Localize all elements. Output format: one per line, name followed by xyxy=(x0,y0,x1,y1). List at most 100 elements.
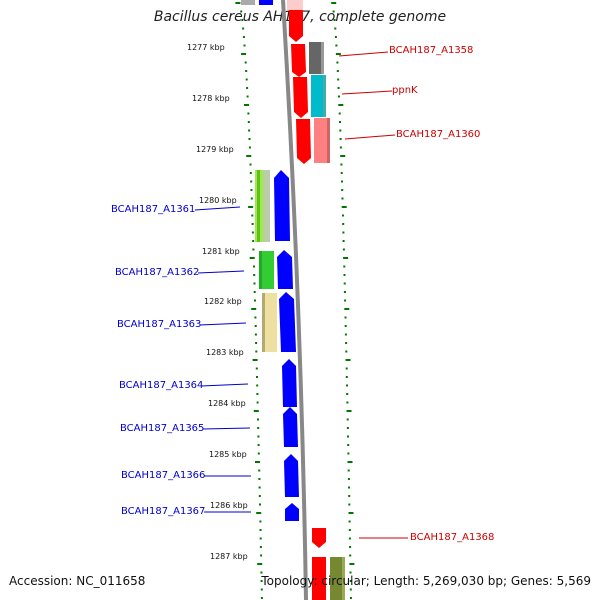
tick-mark xyxy=(347,435,349,438)
feature-block-salmon-edge xyxy=(327,118,330,163)
tick-mark xyxy=(341,206,347,208)
tick-mark xyxy=(243,44,246,47)
tick-mark xyxy=(260,597,263,599)
label-connectors xyxy=(194,51,408,539)
tick-mark xyxy=(342,223,345,225)
tick-mark xyxy=(345,342,348,344)
tick-mark xyxy=(253,410,259,412)
tick-mark xyxy=(252,359,258,361)
tick-mark xyxy=(258,478,261,480)
tick-mark xyxy=(338,95,340,98)
tick-mark xyxy=(254,333,257,336)
tick-mark xyxy=(248,129,251,132)
tick-mark xyxy=(259,546,262,548)
tick-mark xyxy=(256,393,259,395)
tick-mark xyxy=(335,53,341,55)
gene-label-bcah187-a1361[interactable]: BCAH187_A1361 xyxy=(111,204,195,215)
gene-arrow-bcah187-a1361[interactable] xyxy=(274,170,290,241)
tick-mark xyxy=(254,299,256,302)
tick-mark xyxy=(334,36,337,38)
tick-mark xyxy=(332,10,335,13)
tick-mark xyxy=(246,95,249,98)
tick-mark xyxy=(341,189,344,191)
tick-mark xyxy=(245,70,248,72)
gene-arrow-bcah187-a1363[interactable] xyxy=(279,292,296,352)
tick-mark xyxy=(253,265,255,268)
gene-label-bcah187-a1364[interactable]: BCAH187_A1364 xyxy=(119,380,203,391)
tick-mark xyxy=(344,325,347,327)
tick-mark xyxy=(246,155,252,157)
tick-mark xyxy=(253,274,256,276)
tick-mark xyxy=(248,146,251,149)
tick-mark xyxy=(257,563,263,565)
gene-label-ppnk[interactable]: ppnK xyxy=(392,85,418,96)
tick-mark xyxy=(255,461,260,463)
feature-block-green xyxy=(259,251,274,289)
gene-arrow-ppnk[interactable] xyxy=(293,77,308,118)
tick-mark xyxy=(349,597,352,599)
tick-mark xyxy=(255,342,258,344)
tick-mark xyxy=(251,223,254,225)
tick-mark xyxy=(253,282,256,285)
tick-mark xyxy=(348,520,351,523)
tick-mark xyxy=(340,155,346,157)
tick-mark xyxy=(257,435,260,438)
tick-mark xyxy=(346,401,349,404)
tick-mark xyxy=(339,146,342,149)
gene-arrow-bcah187-a1368[interactable] xyxy=(312,528,326,548)
tick-mark xyxy=(256,512,262,514)
gene-label-bcah187-a1365[interactable]: BCAH187_A1365 xyxy=(120,423,204,434)
tick-mark xyxy=(251,308,257,310)
gene-label-bcah187-a1363[interactable]: BCAH187_A1363 xyxy=(117,319,201,330)
tick-mark xyxy=(339,129,342,132)
gene-label-bcah187-a1362[interactable]: BCAH187_A1362 xyxy=(115,267,199,278)
tick-mark xyxy=(252,240,255,242)
tick-mark xyxy=(347,444,350,446)
tick-mark xyxy=(349,588,352,591)
gene-label-bcah187-a1368[interactable]: BCAH187_A1368 xyxy=(410,532,494,543)
backbone-line xyxy=(281,0,308,600)
tick-mark xyxy=(259,537,262,540)
tick-mark xyxy=(346,427,349,429)
gene-arrow-bcah187-a1365[interactable] xyxy=(283,407,298,447)
gene-arrow-forward[interactable] xyxy=(289,10,303,42)
tick-mark xyxy=(244,104,249,106)
tick-mark xyxy=(257,452,260,455)
tick-rails xyxy=(235,2,355,599)
gene-label-bcah187-a1367[interactable]: BCAH187_A1367 xyxy=(121,506,205,517)
tick-mark xyxy=(260,580,263,582)
gene-arrow-bcah187-a1358[interactable] xyxy=(291,44,306,77)
tick-mark xyxy=(333,19,336,21)
tick-mark xyxy=(344,316,347,319)
tick-mark xyxy=(343,274,346,276)
tick-label: 1281 kbp xyxy=(202,247,240,256)
gene-arrow-bcah187-a1367[interactable] xyxy=(285,503,299,521)
tick-label: 1282 kbp xyxy=(204,297,242,306)
tick-label: 1280 kbp xyxy=(199,196,237,205)
feature-block-green-edge xyxy=(259,251,262,289)
tick-mark xyxy=(257,444,260,446)
tick-mark xyxy=(258,469,261,472)
tick-mark xyxy=(335,44,338,47)
feature-block-salmon xyxy=(314,118,328,163)
gene-arrow-forward-bottom[interactable] xyxy=(312,557,326,600)
gene-label-bcah187-a1358[interactable]: BCAH187_A1358 xyxy=(389,45,473,56)
gene-label-bcah187-a1360[interactable]: BCAH187_A1360 xyxy=(396,129,480,140)
tick-mark xyxy=(342,248,345,251)
tick-mark xyxy=(259,503,261,506)
tick-mark xyxy=(259,529,262,531)
gene-arrow-bcah187-a1360[interactable] xyxy=(296,119,311,164)
gene-arrow-bcah187-a1362[interactable] xyxy=(277,250,293,289)
gene-arrow-bcah187-a1364[interactable] xyxy=(282,359,297,407)
tick-mark xyxy=(244,61,247,64)
tick-mark xyxy=(240,10,243,13)
tick-mark xyxy=(250,197,253,200)
tick-mark xyxy=(334,27,337,30)
gene-arrow-bcah187-a1366[interactable] xyxy=(284,454,299,497)
feature-block-gray xyxy=(309,42,323,74)
feature-block-gray-edge xyxy=(321,42,324,74)
feature-block-cyan-edge xyxy=(323,75,326,117)
feature-block-lime-edge xyxy=(257,170,260,242)
gene-label-bcah187-a1366[interactable]: BCAH187_A1366 xyxy=(121,470,205,481)
tick-mark xyxy=(258,486,261,489)
